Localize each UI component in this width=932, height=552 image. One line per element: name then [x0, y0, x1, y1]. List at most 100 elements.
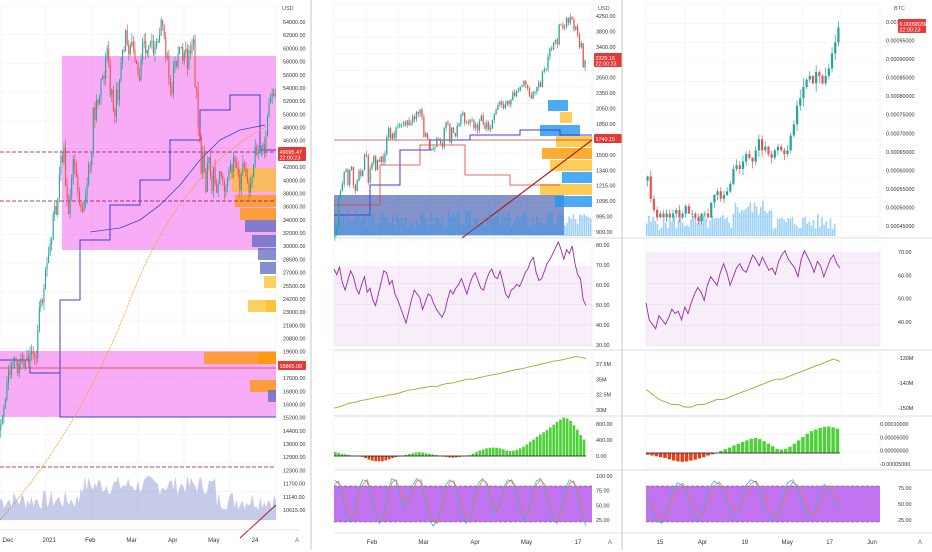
candle-body	[153, 41, 154, 53]
volume-bar	[394, 226, 396, 236]
price-axis-tick-label: 1215.00	[596, 184, 616, 190]
candle-body	[340, 191, 341, 199]
candle-body	[216, 184, 217, 193]
volume-bar	[804, 217, 806, 236]
time-axis-label: May	[208, 538, 219, 544]
candle-body	[345, 170, 346, 172]
candle-body	[534, 92, 535, 93]
candle-body	[50, 244, 51, 255]
auto-scale-button[interactable]: A	[295, 538, 299, 544]
volume-bar	[575, 219, 577, 236]
volume-bar	[362, 217, 364, 236]
candle-body	[43, 288, 44, 302]
volume-bar	[478, 227, 480, 236]
volume-bar	[707, 228, 709, 236]
volume-bar	[504, 217, 506, 236]
volume-bar	[463, 224, 465, 236]
volume-bar	[409, 221, 411, 236]
volume-profile-bar	[548, 100, 568, 111]
macd-bar	[732, 445, 735, 453]
candle-body	[22, 358, 23, 361]
candle-body	[802, 87, 804, 98]
candle-body	[410, 123, 411, 125]
candle-body	[484, 124, 485, 129]
candle-body	[681, 214, 683, 218]
candle-body	[28, 357, 29, 363]
volume-bar	[482, 221, 484, 236]
volume-bar	[648, 216, 650, 236]
auto-scale-button[interactable]: A	[918, 540, 922, 546]
volume-bar	[819, 227, 821, 236]
price-axis-tick-label: 23000.00	[283, 310, 305, 316]
candle-body	[510, 100, 511, 105]
volume-bar	[515, 220, 517, 236]
volume-bar	[760, 207, 762, 236]
candle-body	[831, 54, 833, 69]
volume-bar	[709, 221, 711, 236]
macd-bar	[685, 453, 688, 461]
volume-bar	[508, 211, 510, 236]
volume-bar	[536, 215, 538, 236]
price-axis-tick-label: 0.00075000	[886, 113, 914, 119]
volume-bar	[459, 211, 461, 236]
macd-bar	[502, 449, 505, 456]
macd-bar	[576, 430, 579, 456]
volume-bar	[716, 218, 718, 236]
volume-bar	[739, 213, 741, 236]
candle-body	[716, 191, 718, 195]
macd-bar	[556, 422, 559, 456]
macd-bar	[371, 456, 374, 461]
macd-bar	[780, 450, 783, 453]
candle-body	[137, 64, 138, 76]
macd-bar	[542, 432, 545, 456]
macd-bar	[539, 435, 542, 456]
macd-bar	[728, 448, 731, 453]
stoch-axis-tick-label: 100.00	[596, 474, 613, 480]
volume-profile-bar	[264, 276, 276, 288]
macd-bar	[562, 418, 565, 457]
price-axis-tick-label: 17600.00	[283, 376, 305, 382]
volume-bar	[806, 224, 808, 236]
candle-body	[336, 227, 337, 234]
volume-bar	[558, 214, 560, 236]
candle-body	[555, 40, 556, 43]
candle-body	[527, 85, 528, 89]
candle-body	[239, 175, 240, 190]
candle-body	[94, 107, 95, 119]
currency-label: BTC	[894, 6, 905, 12]
candle-body	[438, 139, 439, 140]
candle-body	[821, 76, 823, 83]
candle-body	[60, 156, 61, 175]
volume-bar	[371, 215, 373, 236]
volume-profile-bar	[240, 208, 276, 220]
price-axis-tick-label: 13600.00	[283, 442, 305, 448]
candle-body	[90, 164, 91, 165]
candle-body	[390, 128, 391, 139]
macd-bar	[411, 453, 414, 456]
macd-bar	[754, 438, 757, 453]
volume-bar	[532, 217, 534, 236]
macd-axis-tick-label: 0.00005000	[880, 435, 908, 441]
volume-bar	[523, 212, 525, 236]
macd-bar	[519, 448, 522, 456]
volume-bar	[832, 229, 834, 236]
volume-bar	[590, 218, 592, 236]
auto-scale-button[interactable]: A	[608, 540, 612, 546]
volume-bar	[450, 216, 452, 236]
candle-body	[232, 164, 233, 172]
candle-body	[672, 214, 674, 218]
macd-bar	[823, 427, 826, 453]
obv-axis-tick-label: -130M	[898, 356, 914, 362]
price-axis-tick-label: 20800.00	[283, 337, 305, 343]
candle-body	[653, 199, 655, 210]
rsi-axis-tick-label: 30.00	[596, 343, 610, 349]
macd-bar	[515, 450, 518, 456]
candle-body	[414, 116, 415, 119]
candle-body	[125, 30, 126, 51]
candle-body	[471, 120, 472, 121]
candle-body	[105, 58, 106, 78]
candle-body	[51, 240, 52, 244]
price-axis-tick-label: 12900.00	[283, 455, 305, 461]
candle-body	[252, 177, 253, 183]
candle-body	[455, 133, 456, 136]
